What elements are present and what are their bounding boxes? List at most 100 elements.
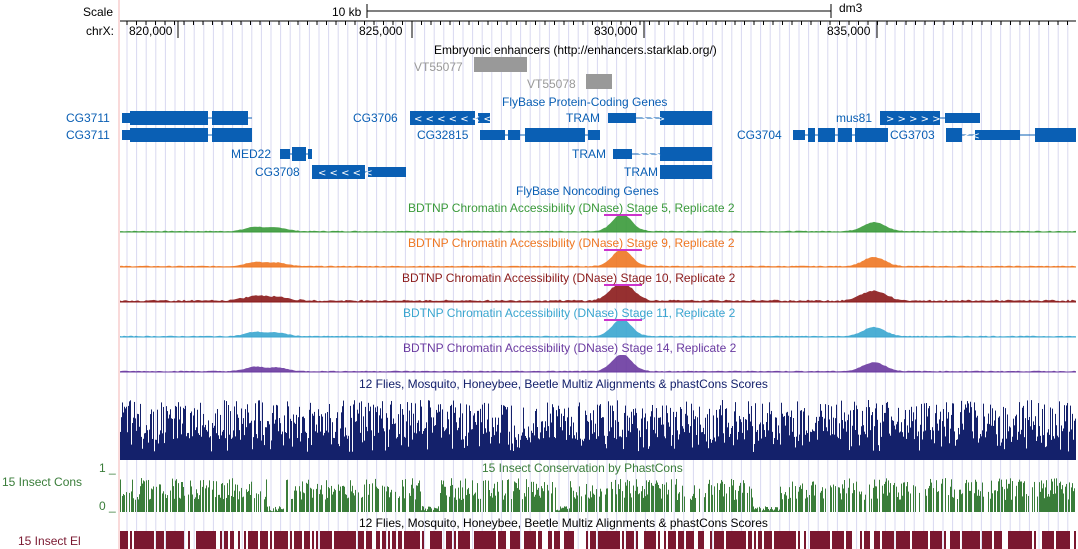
- multiz-bar: [137, 413, 138, 460]
- multiz-bar: [676, 411, 677, 460]
- phastcons-bar: [483, 480, 484, 512]
- gene-label-cg3703[interactable]: CG3703: [890, 128, 935, 142]
- enhancer-label-vt55077[interactable]: VT55077: [414, 60, 463, 74]
- dnase-stage5-title[interactable]: BDTNP Chromatin Accessibility (DNase) St…: [408, 201, 735, 215]
- multiz-bar: [665, 438, 666, 460]
- conserved-element: [406, 531, 408, 549]
- phastcons-bar: [763, 508, 764, 512]
- phastcons-bar: [176, 479, 177, 512]
- enhancer-track-title[interactable]: Embryonic enhancers (http://enhancers.st…: [434, 43, 717, 57]
- gene-label-cg3708[interactable]: CG3708: [255, 165, 300, 179]
- enhancer-label-vt55078[interactable]: VT55078: [527, 77, 576, 91]
- multiz-bar: [282, 431, 283, 460]
- dnase-stage10-title[interactable]: BDTNP Chromatin Accessibility (DNase) St…: [402, 271, 736, 285]
- multiz-bar: [962, 423, 963, 460]
- multiz-bar: [883, 421, 884, 460]
- multiz-bar: [928, 408, 929, 460]
- gene-label-tram[interactable]: TRAM: [624, 165, 658, 179]
- phastcons-bar: [216, 481, 217, 512]
- phastcons-bar: [443, 480, 444, 512]
- gene-label-tram[interactable]: TRAM: [566, 111, 600, 125]
- elements-track-title[interactable]: 12 Flies, Mosquito, Honeybee, Beetle Mul…: [359, 516, 768, 530]
- multiz-bar: [338, 443, 339, 460]
- conserved-element: [142, 531, 144, 549]
- conserved-element: [736, 531, 738, 549]
- multiz-bar: [953, 403, 954, 460]
- phastcons-bar: [1048, 494, 1049, 512]
- dnase-stage11-title[interactable]: BDTNP Chromatin Accessibility (DNase) St…: [403, 306, 736, 320]
- phastcons-bar: [975, 479, 976, 512]
- multiz-bar: [445, 429, 446, 460]
- multiz-bar: [994, 420, 995, 460]
- multiz-bar: [812, 429, 813, 460]
- multiz-bar: [655, 433, 656, 460]
- gene-label-cg3711[interactable]: CG3711: [66, 111, 110, 125]
- dnase-stage14-title[interactable]: BDTNP Chromatin Accessibility (DNase) St…: [403, 341, 737, 355]
- flybase-coding-track-title[interactable]: FlyBase Protein-Coding Genes: [502, 95, 668, 109]
- phastcons-bar: [489, 490, 490, 512]
- gene-label-tram[interactable]: TRAM: [572, 147, 606, 161]
- multiz-bar: [469, 405, 470, 460]
- multiz-bar: [908, 432, 909, 460]
- conserved-element: [370, 531, 372, 549]
- phastcons-bar: [919, 492, 920, 512]
- conserved-element: [630, 531, 632, 549]
- flybase-noncoding-track-title[interactable]: FlyBase Noncoding Genes: [516, 184, 659, 198]
- gene-label-med22[interactable]: MED22: [231, 147, 272, 161]
- phastcons-bar: [806, 489, 807, 512]
- multiz-bar: [436, 409, 437, 460]
- dnase-stage9-title[interactable]: BDTNP Chromatin Accessibility (DNase) St…: [408, 236, 735, 250]
- multiz-bar: [961, 400, 962, 460]
- conserved-element: [798, 531, 800, 549]
- gene-label-cg3704[interactable]: CG3704: [737, 128, 782, 142]
- phastcons-bar: [846, 493, 847, 512]
- phastcons-bar: [896, 486, 897, 512]
- phastcons-bar: [664, 484, 665, 512]
- phastcons-bar: [830, 485, 831, 512]
- multiz-bar: [419, 431, 420, 460]
- multiz-bar: [236, 401, 237, 460]
- multiz-track-title[interactable]: 12 Flies, Mosquito, Honeybee, Beetle Mul…: [359, 377, 768, 391]
- gene-label-cg32815[interactable]: CG32815: [417, 128, 469, 142]
- phastcons-bar: [929, 485, 930, 512]
- phastcons-bar: [735, 490, 736, 512]
- multiz-bar: [893, 420, 894, 460]
- phastcons-bar: [796, 498, 797, 512]
- phastcons-bar: [184, 495, 185, 512]
- phastcons-bar: [876, 486, 877, 512]
- phastcons-track-title[interactable]: 15 Insect Conservation by PhastCons: [482, 461, 683, 475]
- phastcons-bar: [820, 492, 821, 512]
- phastcons-bar: [926, 495, 927, 512]
- multiz-bar: [620, 436, 621, 460]
- phastcons-bar: [780, 486, 781, 512]
- phastcons-bar: [576, 492, 577, 512]
- multiz-bar: [614, 437, 615, 460]
- conserved-element: [726, 531, 728, 549]
- phastcons-bar: [831, 487, 832, 512]
- phastcons-bar: [242, 497, 243, 512]
- conserved-element: [906, 531, 908, 549]
- gene-label-cg3711[interactable]: CG3711: [66, 128, 110, 142]
- insect-cons-side-label[interactable]: 15 Insect Cons: [2, 475, 83, 489]
- multiz-bar: [185, 405, 186, 460]
- multiz-bar: [910, 427, 911, 460]
- conserved-element: [714, 531, 716, 549]
- conserved-element: [678, 531, 680, 549]
- multiz-bar: [932, 427, 933, 460]
- insect-el-side-label[interactable]: 15 Insect El: [18, 534, 81, 548]
- gene-label-mus81[interactable]: mus81: [836, 111, 873, 125]
- cg3703-exon: [946, 128, 962, 142]
- multiz-bar: [902, 432, 903, 460]
- multiz-bar: [905, 410, 906, 460]
- phastcons-bar: [864, 499, 865, 512]
- multiz-bar: [399, 434, 400, 460]
- ruler-tick-label: 835,000: [827, 24, 871, 38]
- multiz-bar: [1057, 435, 1058, 460]
- multiz-bar: [473, 415, 474, 460]
- gene-label-cg3706[interactable]: CG3706: [353, 111, 398, 125]
- multiz-bar: [320, 431, 321, 460]
- phastcons-bar: [291, 498, 292, 512]
- multiz-bar: [693, 410, 694, 460]
